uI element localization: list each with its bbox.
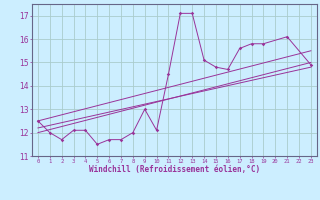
X-axis label: Windchill (Refroidissement éolien,°C): Windchill (Refroidissement éolien,°C) bbox=[89, 165, 260, 174]
